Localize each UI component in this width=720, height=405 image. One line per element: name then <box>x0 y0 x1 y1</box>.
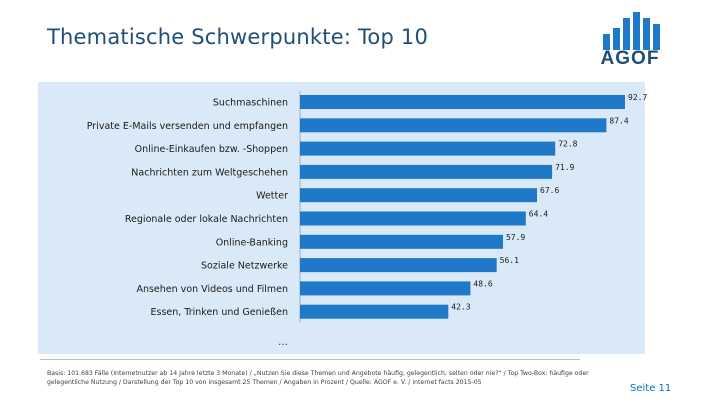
bar-8 <box>300 258 497 273</box>
logo-bar-4 <box>633 12 640 50</box>
category-label-6: Regionale oder lokale Nachrichten <box>125 214 288 225</box>
value-label-9: 48.6 <box>473 279 492 288</box>
category-label-9: Ansehen von Videos und Filmen <box>136 284 288 295</box>
bar-10 <box>300 304 449 319</box>
bar-5 <box>300 188 538 203</box>
value-label-7: 57.9 <box>506 233 525 242</box>
value-label-4: 71.9 <box>555 163 574 172</box>
category-label-2: Private E-Mails versenden und empfangen <box>87 121 288 132</box>
bar-7 <box>300 234 503 249</box>
category-label-5: Wetter <box>256 191 288 202</box>
value-label-8: 56.1 <box>500 256 519 265</box>
bar-4 <box>300 164 553 179</box>
bar-2 <box>300 118 607 133</box>
value-label-1: 92.7 <box>628 93 647 102</box>
bar-9 <box>300 281 471 296</box>
agof-logo-text: AGOF <box>600 48 660 69</box>
bar-1 <box>300 95 625 109</box>
bar-6 <box>300 211 526 226</box>
bar-3 <box>300 141 556 156</box>
category-label-7: Online-Banking <box>216 237 288 248</box>
logo-bar-3 <box>623 18 630 50</box>
agof-logo-bars <box>603 12 660 50</box>
logo-bar-5 <box>643 18 650 50</box>
logo-bar-2 <box>613 28 620 50</box>
value-label-3: 72.8 <box>558 140 577 149</box>
value-label-6: 64.4 <box>529 210 548 219</box>
page-title: Thematische Schwerpunkte: Top 10 <box>47 25 429 49</box>
page-number: Seite 11 <box>630 383 672 394</box>
more-items-ellipsis: … <box>278 337 288 348</box>
value-label-2: 87.4 <box>609 116 628 125</box>
value-label-5: 67.6 <box>540 186 559 195</box>
source-footnote: Basis: 101.683 Fälle (Internetnutzer ab … <box>47 370 589 386</box>
category-label-4: Nachrichten zum Weltgeschehen <box>131 167 288 178</box>
value-label-10: 42.3 <box>451 303 470 312</box>
logo-bar-1 <box>603 34 610 50</box>
logo-bar-6 <box>653 24 660 50</box>
category-label-1: Suchmaschinen <box>213 98 288 109</box>
category-label-8: Soziale Netzwerke <box>201 261 288 272</box>
category-label-3: Online-Einkaufen bzw. -Shoppen <box>135 144 288 155</box>
footer-divider <box>40 359 580 360</box>
category-label-10: Essen, Trinken und Genießen <box>151 307 288 318</box>
